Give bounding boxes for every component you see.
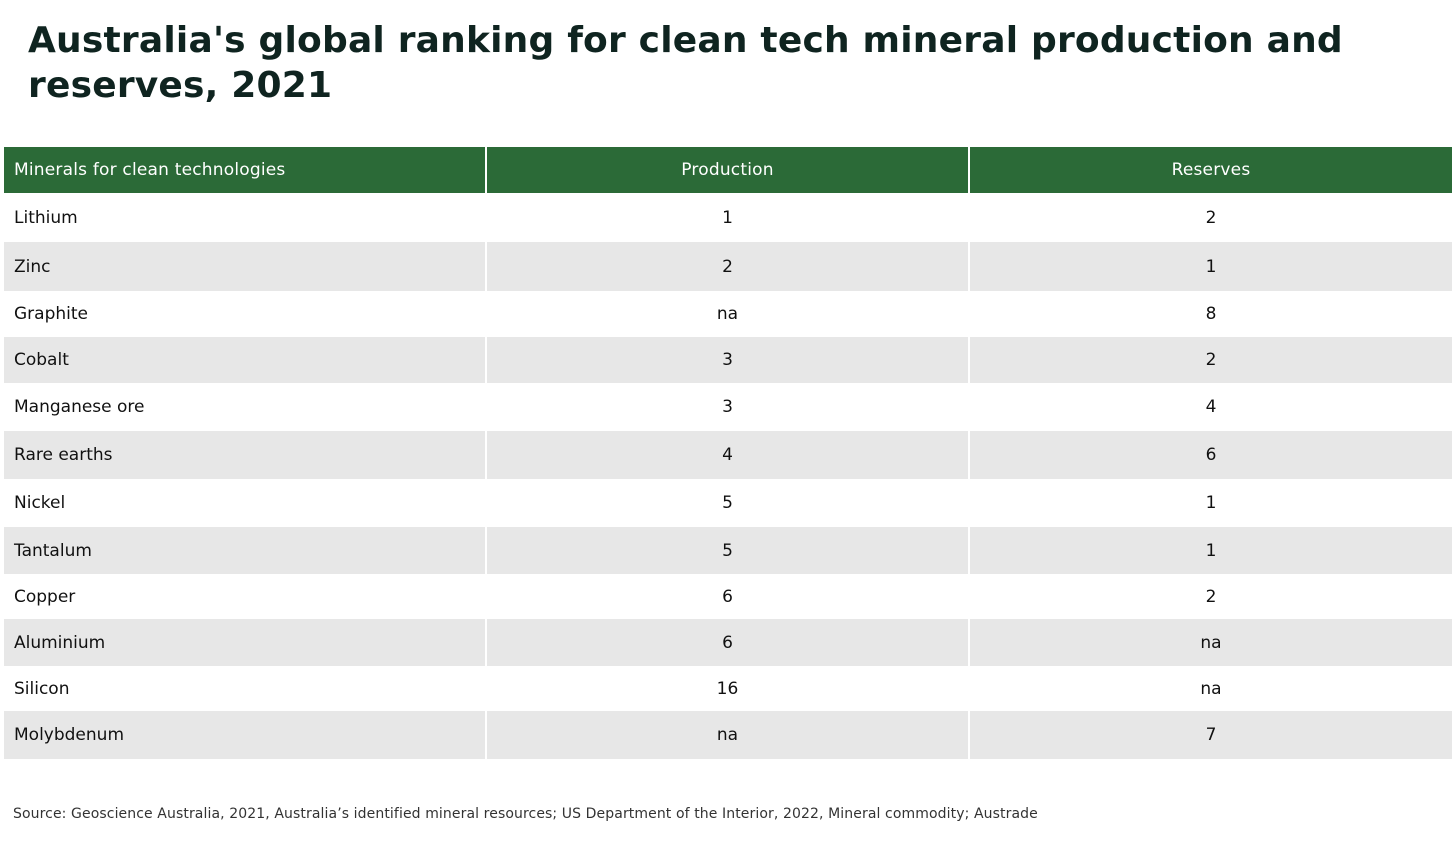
reserves-rank-cell: 2 (968, 193, 1452, 242)
mineral-name-cell: Aluminium (4, 619, 486, 666)
table-row: Graphite na 8 (4, 291, 1452, 337)
mineral-name-cell: Tantalum (4, 527, 486, 574)
table-row: Silicon 16 na (4, 666, 1452, 711)
table-body: Lithium 1 2 Zinc 2 1 Graphite na 8 Cobalt 3 2 Mangan… (4, 193, 1452, 759)
mineral-name-cell: Rare earths (4, 431, 486, 479)
column-header-production: Production (485, 147, 969, 193)
ranking-table: Minerals for clean technologies Producti… (4, 147, 1452, 759)
mineral-name-cell: Molybdenum (4, 711, 486, 759)
reserves-rank-cell: 1 (968, 479, 1452, 527)
mineral-name-cell: Zinc (4, 242, 486, 291)
production-rank-cell: na (485, 711, 969, 759)
production-rank-cell: 5 (485, 527, 969, 574)
table-row: Molybdenum na 7 (4, 711, 1452, 759)
mineral-name-cell: Copper (4, 574, 486, 619)
table-row: Tantalum 5 1 (4, 527, 1452, 574)
production-rank-cell: 16 (485, 666, 969, 711)
reserves-rank-cell: 4 (968, 383, 1452, 431)
table-row: Rare earths 4 6 (4, 431, 1452, 479)
mineral-name-cell: Cobalt (4, 337, 486, 383)
production-rank-cell: 3 (485, 383, 969, 431)
production-rank-cell: 2 (485, 242, 969, 291)
column-header-reserves: Reserves (968, 147, 1452, 193)
source-note: Source: Geoscience Australia, 2021, Aust… (13, 806, 1038, 822)
production-rank-cell: 5 (485, 479, 969, 527)
reserves-rank-cell: 8 (968, 291, 1452, 337)
mineral-name-cell: Manganese ore (4, 383, 486, 431)
chart-title: Australia's global ranking for clean tec… (28, 20, 1343, 106)
reserves-rank-cell: 6 (968, 431, 1452, 479)
table-row: Nickel 5 1 (4, 479, 1452, 527)
column-header-mineral: Minerals for clean technologies (4, 147, 486, 193)
table-row: Copper 6 2 (4, 574, 1452, 619)
mineral-name-cell: Nickel (4, 479, 486, 527)
mineral-name-cell: Graphite (4, 291, 486, 337)
production-rank-cell: 1 (485, 193, 969, 242)
table-row: Manganese ore 3 4 (4, 383, 1452, 431)
production-rank-cell: 6 (485, 619, 969, 666)
reserves-rank-cell: na (968, 619, 1452, 666)
reserves-rank-cell: 2 (968, 337, 1452, 383)
table-header-row: Minerals for clean technologies Producti… (4, 147, 1452, 193)
production-rank-cell: na (485, 291, 969, 337)
table-row: Lithium 1 2 (4, 193, 1452, 242)
production-rank-cell: 6 (485, 574, 969, 619)
production-rank-cell: 4 (485, 431, 969, 479)
mineral-name-cell: Lithium (4, 193, 486, 242)
table-row: Aluminium 6 na (4, 619, 1452, 666)
reserves-rank-cell: 1 (968, 242, 1452, 291)
reserves-rank-cell: 2 (968, 574, 1452, 619)
table-row: Zinc 2 1 (4, 242, 1452, 291)
reserves-rank-cell: 1 (968, 527, 1452, 574)
production-rank-cell: 3 (485, 337, 969, 383)
reserves-rank-cell: 7 (968, 711, 1452, 759)
table-row: Cobalt 3 2 (4, 337, 1452, 383)
reserves-rank-cell: na (968, 666, 1452, 711)
mineral-name-cell: Silicon (4, 666, 486, 711)
